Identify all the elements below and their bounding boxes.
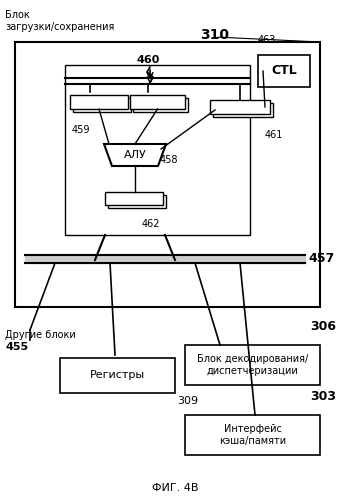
Bar [185, 345, 320, 385]
Text: CTL: CTL [271, 64, 297, 78]
Bar [15, 42, 320, 307]
Bar [105, 192, 163, 205]
Text: 463: 463 [258, 35, 276, 45]
Text: 459: 459 [72, 125, 91, 135]
Bar [133, 98, 188, 112]
Bar [73, 98, 131, 112]
Bar [60, 358, 175, 393]
Bar [213, 103, 273, 117]
Bar [185, 415, 320, 455]
Text: Блок декодирования/
диспетчеризации: Блок декодирования/ диспетчеризации [197, 354, 308, 376]
Text: 462: 462 [142, 219, 161, 229]
Text: Другие блоки: Другие блоки [5, 330, 76, 340]
Bar [108, 195, 166, 208]
Text: АЛУ: АЛУ [124, 150, 146, 160]
Text: 309: 309 [177, 396, 198, 406]
Text: 461: 461 [265, 130, 284, 140]
Text: Интерфейс
кэша/памяти: Интерфейс кэша/памяти [219, 424, 286, 446]
Text: 457: 457 [308, 252, 334, 266]
Polygon shape [104, 144, 166, 166]
Bar [70, 95, 128, 109]
Bar [258, 55, 310, 87]
Text: ФИГ. 4В: ФИГ. 4В [152, 483, 198, 493]
Text: 310: 310 [200, 28, 229, 42]
Text: Регистры: Регистры [90, 370, 145, 380]
Bar [210, 100, 270, 114]
Text: 306: 306 [310, 320, 336, 333]
Bar [65, 65, 250, 235]
Text: 455: 455 [5, 342, 28, 352]
Bar [130, 95, 185, 109]
Text: 460: 460 [136, 55, 160, 65]
Text: 458: 458 [160, 155, 178, 165]
Text: 303: 303 [310, 390, 336, 403]
Text: Блок
загрузки/сохранения: Блок загрузки/сохранения [5, 10, 114, 32]
